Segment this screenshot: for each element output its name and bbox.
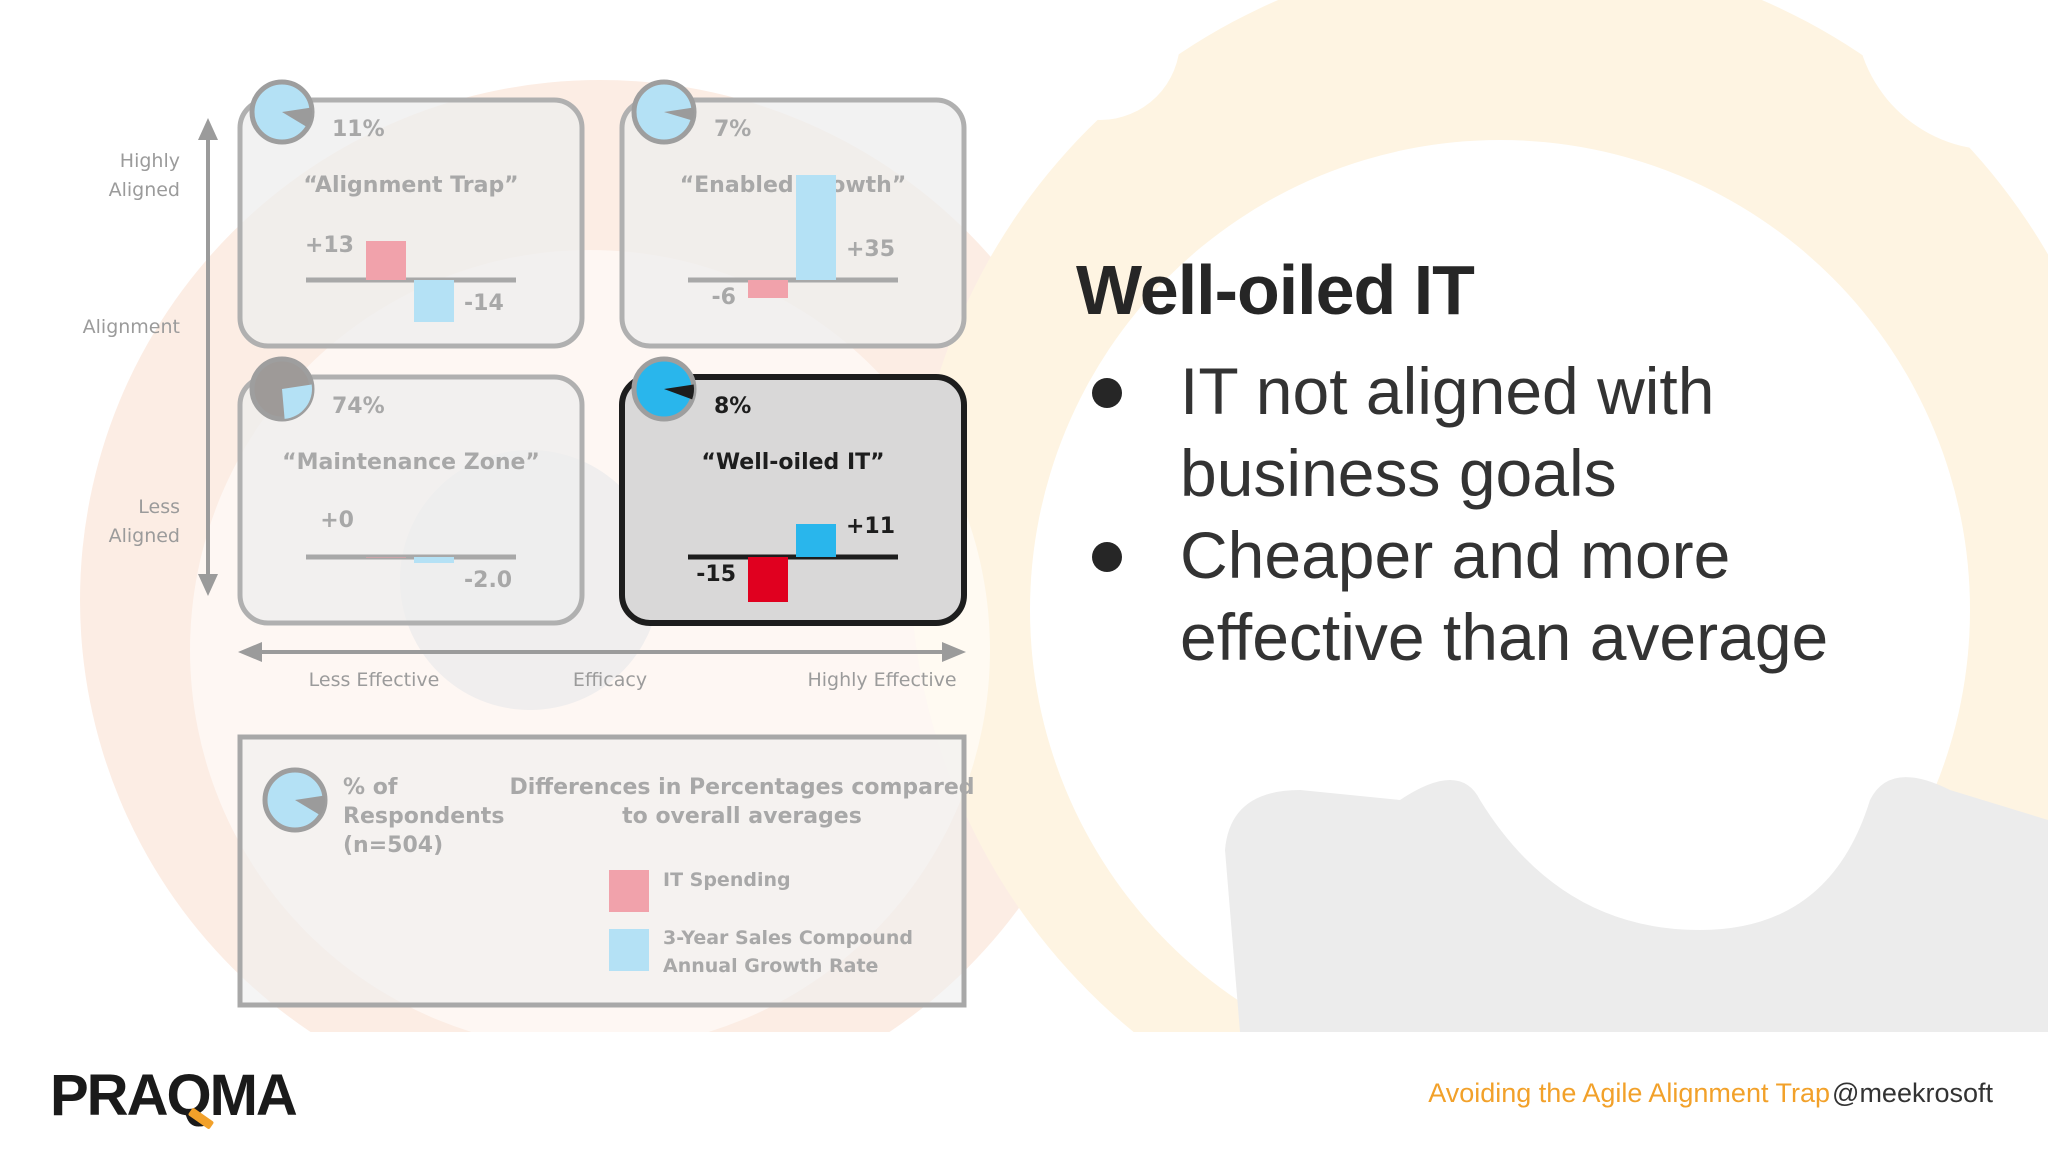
bullet-dot-icon — [1092, 378, 1122, 408]
quadrant-maintenance-zone-it-spending-label: +0 — [320, 508, 354, 533]
legend-it-spending-label: IT Spending — [663, 869, 791, 891]
bullet-item: IT not aligned with business goals — [1092, 350, 1992, 514]
logo-text-q: Q — [166, 1062, 214, 1130]
legend-pie-label-line3: (n=504) — [343, 833, 443, 858]
bullet-dot-icon — [1092, 542, 1122, 572]
legend-pie-label-line1: % of — [343, 775, 398, 800]
legend-box — [237, 734, 967, 1008]
quadrant-enabled-growth-box — [619, 97, 967, 349]
quadrant-maintenance-zone-percent: 74% — [332, 394, 385, 419]
legend-diff-title-line1: Differences in Percentages compared — [509, 775, 974, 800]
slide-title: Well-oiled IT — [1076, 251, 1475, 329]
quadrant-maintenance-zone-sales-growth-label: -2.0 — [464, 568, 512, 593]
slide: Highly Aligned Alignment Less Aligned Less Ef… — [80, 0, 2048, 1032]
footer: PRA Q MA Avoiding the Agile Alignment Tr… — [0, 1032, 2048, 1152]
quadrant-alignment-trap-sales-growth-bar — [414, 280, 454, 322]
quadrant-alignment-trap-it-spending-label: +13 — [305, 233, 354, 258]
quadrant-maintenance-zone-name: “Maintenance Zone” — [282, 450, 540, 475]
y-axis-arrow-down-icon — [198, 574, 218, 596]
bullet-list: IT not aligned with business goals Cheap… — [1092, 350, 1992, 678]
logo-text-part2: MA — [209, 1063, 298, 1128]
legend-sales-growth-label-line1: 3-Year Sales Compound — [663, 927, 913, 949]
legend-it-spending-swatch — [609, 870, 649, 912]
x-axis-arrow-left-icon — [238, 642, 262, 662]
legend-sales-growth-label-line2: Annual Growth Rate — [663, 955, 878, 977]
gear-right-bottom — [1225, 777, 2048, 1032]
quadrant-enabled-growth-pie-icon-slice — [664, 107, 695, 121]
quadrant-well-oiled-it-pie-icon-slice — [664, 384, 695, 400]
quadrant-alignment-trap-name: “Alignment Trap” — [303, 173, 518, 198]
quadrant-well-oiled-it-sales-growth-bar — [796, 524, 836, 557]
quadrant-enabled-growth-it-spending-bar — [748, 280, 788, 298]
alignment-efficacy-diagram: Highly Aligned Alignment Less Aligned Less Ef… — [83, 79, 975, 1008]
y-axis-top-label-line2: Aligned — [109, 179, 180, 201]
y-axis-top-label-line1: Highly — [120, 150, 180, 172]
x-axis-mid-label: Efficacy — [573, 669, 647, 691]
x-axis-arrow-right-icon — [942, 642, 966, 662]
quadrant-maintenance-zone-it-spending-bar — [366, 557, 406, 558]
bullet-text: IT not aligned with business goals — [1180, 354, 1715, 510]
quadrant-enabled-growth-it-spending-label: -6 — [712, 285, 736, 310]
bullet-item: Cheaper and more effective than average — [1092, 514, 1992, 678]
quadrant-enabled-growth-name: “Enabled Growth” — [680, 173, 907, 198]
y-axis-bottom-label-line2: Aligned — [109, 525, 180, 547]
quadrant-well-oiled-it-name: “Well-oiled IT” — [701, 450, 884, 475]
x-axis-right-label: Highly Effective — [807, 669, 956, 691]
quadrant-well-oiled-it-percent: 8% — [714, 394, 751, 419]
quadrant-alignment-trap-pie-icon-slice — [282, 107, 313, 128]
quadrant-alignment-trap-box — [237, 97, 585, 349]
x-axis-left-label: Less Effective — [309, 669, 440, 691]
legend-pie-label-line2: Respondents — [343, 804, 504, 829]
quadrant-well-oiled-it-box — [619, 374, 967, 626]
bullet-text: Cheaper and more effective than average — [1180, 518, 1829, 674]
quadrant-well-oiled-it-it-spending-bar — [748, 557, 788, 602]
quadrant-maintenance-zone-sales-growth-bar — [414, 557, 454, 563]
quadrant-enabled-growth-sales-growth-bar — [796, 175, 836, 280]
speaker-handle: @meekrosoft — [1832, 1078, 1993, 1108]
legend-diff-title-line2: to overall averages — [622, 804, 862, 829]
y-axis-arrow-up-icon — [198, 118, 218, 140]
quadrant-alignment-trap-percent: 11% — [332, 117, 385, 142]
quadrant-well-oiled-it-sales-growth-label: +11 — [846, 514, 895, 539]
praqma-logo: PRA Q MA — [50, 1062, 298, 1130]
quadrant-enabled-growth-sales-growth-label: +35 — [846, 237, 895, 262]
quadrant-maintenance-zone-pie-icon-slice — [282, 384, 312, 419]
y-axis-bottom-label-line1: Less — [138, 496, 180, 518]
quadrant-alignment-trap-sales-growth-label: -14 — [464, 291, 504, 316]
quadrant-enabled-growth-percent: 7% — [714, 117, 751, 142]
quadrant-well-oiled-it-it-spending-label: -15 — [696, 562, 736, 587]
logo-text-part1: PRA — [50, 1063, 168, 1128]
legend-pie-icon-slice — [295, 795, 326, 816]
legend-sales-growth-swatch — [609, 929, 649, 971]
y-axis-mid-label: Alignment — [83, 316, 180, 338]
talk-title: Avoiding the Agile Alignment Trap — [1428, 1078, 1830, 1108]
quadrant-maintenance-zone-box — [237, 374, 585, 626]
quadrant-alignment-trap-it-spending-bar — [366, 241, 406, 280]
